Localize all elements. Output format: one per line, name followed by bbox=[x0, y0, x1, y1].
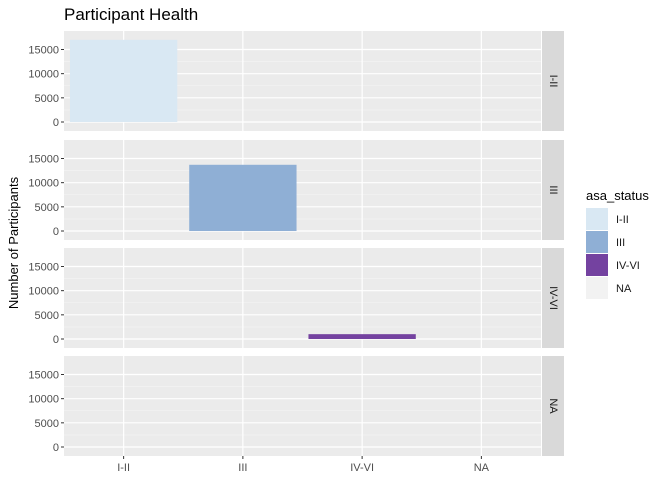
legend-label: I-II bbox=[616, 214, 629, 226]
facet-panel-2: 0 5000 10000 15000 III bbox=[28, 140, 564, 240]
facet-strip bbox=[542, 248, 564, 348]
legend: asa_status I-II III IV-VI NA bbox=[586, 188, 649, 299]
bar-I-II bbox=[69, 39, 178, 123]
y-axis-title: Number of Participants bbox=[6, 176, 21, 309]
y-tick-label: 10000 bbox=[28, 69, 59, 81]
y-tick-label: 15000 bbox=[28, 262, 59, 274]
legend-label: III bbox=[616, 237, 625, 249]
legend-label: IV-VI bbox=[616, 260, 640, 272]
x-axis: I-II III IV-VI NA bbox=[117, 456, 490, 474]
y-tick-label: 15000 bbox=[28, 45, 59, 57]
legend-key bbox=[586, 254, 608, 276]
y-tick-label: 5000 bbox=[35, 202, 59, 214]
facet-strip bbox=[542, 356, 564, 456]
facet-strip bbox=[542, 31, 564, 131]
y-tick-label: 10000 bbox=[28, 394, 59, 406]
legend-key bbox=[586, 277, 608, 299]
legend-key bbox=[586, 231, 608, 253]
y-tick-label: 5000 bbox=[35, 93, 59, 105]
y-tick-label: 5000 bbox=[35, 310, 59, 322]
panel-background bbox=[64, 140, 541, 240]
x-tick-label: NA bbox=[474, 462, 490, 474]
x-tick-label: III bbox=[238, 462, 247, 474]
legend-key bbox=[586, 208, 608, 230]
facet-strip-label: III bbox=[547, 185, 559, 194]
y-tick-label: 0 bbox=[53, 334, 59, 346]
x-tick-label: I-II bbox=[117, 462, 130, 474]
facet-panel-3: 0 5000 10000 15000 IV-VI bbox=[28, 248, 564, 348]
panel-background bbox=[64, 356, 541, 456]
panel-background bbox=[64, 248, 541, 348]
bar-IV-VI bbox=[308, 334, 416, 339]
y-tick-label: 0 bbox=[53, 117, 59, 129]
facet-strip-label: IV-VI bbox=[547, 286, 559, 310]
facet-panel-4: 0 5000 10000 15000 NA bbox=[28, 356, 564, 456]
facet-panels: 0 5000 10000 15000 I-II 0 5000 10000 15000 III 0 50… bbox=[28, 31, 564, 456]
facet-strip bbox=[542, 140, 564, 240]
facet-strip-label: NA bbox=[547, 398, 559, 414]
y-tick-label: 15000 bbox=[28, 154, 59, 166]
y-tick-label: 0 bbox=[53, 226, 59, 238]
facet-strip-label: I-II bbox=[547, 75, 559, 88]
y-tick-label: 10000 bbox=[28, 178, 59, 190]
x-tick-label: IV-VI bbox=[350, 462, 374, 474]
chart-title: Participant Health bbox=[64, 5, 198, 24]
y-tick-label: 10000 bbox=[28, 286, 59, 298]
bar-III bbox=[189, 164, 297, 231]
legend-title: asa_status bbox=[586, 188, 649, 203]
legend-label: NA bbox=[616, 283, 632, 295]
y-tick-label: 15000 bbox=[28, 370, 59, 382]
facet-panel-1: 0 5000 10000 15000 I-II bbox=[28, 31, 564, 131]
y-tick-label: 5000 bbox=[35, 418, 59, 430]
y-tick-label: 0 bbox=[53, 442, 59, 454]
